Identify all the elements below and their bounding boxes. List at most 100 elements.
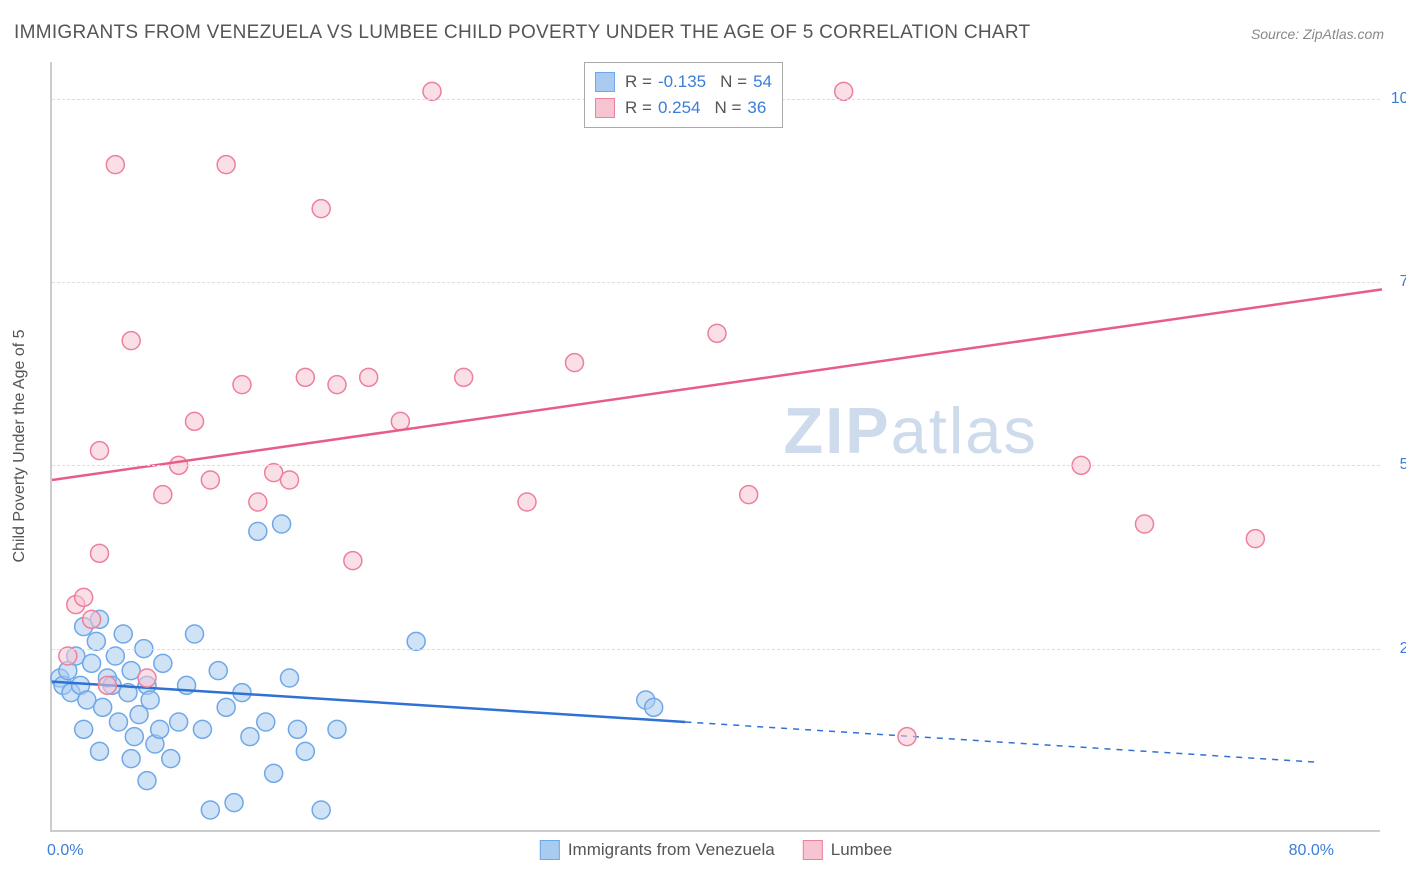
scatter-point bbox=[241, 728, 259, 746]
scatter-point bbox=[162, 750, 180, 768]
scatter-point bbox=[708, 324, 726, 342]
scatter-point bbox=[186, 625, 204, 643]
scatter-point bbox=[170, 713, 188, 731]
stats-r-value: -0.135 bbox=[658, 72, 706, 92]
legend-label: Lumbee bbox=[831, 840, 892, 860]
scatter-point bbox=[233, 376, 251, 394]
y-axis-label: Child Poverty Under the Age of 5 bbox=[11, 329, 29, 562]
scatter-point bbox=[59, 647, 77, 665]
y-tick-label: 100.0% bbox=[1391, 90, 1406, 108]
scatter-point bbox=[1246, 530, 1264, 548]
scatter-point bbox=[296, 742, 314, 760]
y-tick-label: 25.0% bbox=[1400, 640, 1406, 658]
x-tick-label: 80.0% bbox=[1289, 842, 1334, 860]
stats-n-label: N = bbox=[720, 72, 747, 92]
scatter-point bbox=[83, 610, 101, 628]
stats-n-value: 54 bbox=[753, 72, 772, 92]
scatter-point bbox=[217, 156, 235, 174]
scatter-point bbox=[106, 647, 124, 665]
scatter-point bbox=[154, 486, 172, 504]
scatter-point bbox=[344, 552, 362, 570]
scatter-point bbox=[312, 801, 330, 819]
scatter-point bbox=[110, 713, 128, 731]
scatter-point bbox=[193, 720, 211, 738]
scatter-point bbox=[122, 332, 140, 350]
scatter-point bbox=[186, 412, 204, 430]
stats-n-value: 36 bbox=[747, 98, 766, 118]
scatter-point bbox=[257, 713, 275, 731]
scatter-point bbox=[391, 412, 409, 430]
scatter-point bbox=[455, 368, 473, 386]
scatter-point bbox=[91, 742, 109, 760]
scatter-point bbox=[312, 200, 330, 218]
scatter-point bbox=[288, 720, 306, 738]
legend-item: Immigrants from Venezuela bbox=[540, 840, 775, 860]
legend-swatch bbox=[595, 98, 615, 118]
regression-line-extension bbox=[685, 722, 1318, 762]
scatter-point bbox=[281, 471, 299, 489]
chart-svg bbox=[52, 62, 1380, 830]
scatter-point bbox=[138, 669, 156, 687]
stats-r-value: 0.254 bbox=[658, 98, 701, 118]
source-attribution: Source: ZipAtlas.com bbox=[1251, 26, 1384, 42]
scatter-point bbox=[225, 794, 243, 812]
scatter-point bbox=[566, 354, 584, 372]
scatter-point bbox=[114, 625, 132, 643]
scatter-point bbox=[328, 376, 346, 394]
scatter-point bbox=[91, 442, 109, 460]
grid-line bbox=[52, 282, 1380, 283]
scatter-point bbox=[265, 764, 283, 782]
scatter-point bbox=[518, 493, 536, 511]
legend-swatch bbox=[540, 840, 560, 860]
scatter-point bbox=[423, 82, 441, 100]
stats-legend: R =-0.135N =54R =0.254N =36 bbox=[584, 62, 783, 128]
legend-label: Immigrants from Venezuela bbox=[568, 840, 775, 860]
scatter-point bbox=[360, 368, 378, 386]
bottom-legend: Immigrants from Venezuela Lumbee bbox=[540, 840, 892, 860]
scatter-point bbox=[273, 515, 291, 533]
chart-container: IMMIGRANTS FROM VENEZUELA VS LUMBEE CHIL… bbox=[0, 0, 1406, 892]
scatter-point bbox=[296, 368, 314, 386]
legend-swatch bbox=[595, 72, 615, 92]
scatter-point bbox=[201, 801, 219, 819]
y-tick-label: 75.0% bbox=[1400, 273, 1406, 291]
scatter-point bbox=[122, 750, 140, 768]
scatter-point bbox=[328, 720, 346, 738]
scatter-point bbox=[249, 493, 267, 511]
scatter-point bbox=[125, 728, 143, 746]
stats-r-label: R = bbox=[625, 72, 652, 92]
scatter-point bbox=[1136, 515, 1154, 533]
scatter-point bbox=[217, 698, 235, 716]
y-tick-label: 50.0% bbox=[1400, 456, 1406, 474]
scatter-point bbox=[98, 676, 116, 694]
scatter-point bbox=[87, 632, 105, 650]
scatter-point bbox=[249, 522, 267, 540]
scatter-point bbox=[645, 698, 663, 716]
grid-line bbox=[52, 465, 1380, 466]
scatter-point bbox=[141, 691, 159, 709]
stats-row: R = 0.254 N = 36 bbox=[595, 95, 772, 121]
scatter-point bbox=[138, 772, 156, 790]
scatter-point bbox=[201, 471, 219, 489]
chart-title: IMMIGRANTS FROM VENEZUELA VS LUMBEE CHIL… bbox=[14, 22, 1030, 44]
scatter-point bbox=[83, 654, 101, 672]
scatter-point bbox=[898, 728, 916, 746]
scatter-point bbox=[75, 588, 93, 606]
stats-row: R = -0.135 N = 54 bbox=[595, 69, 772, 95]
scatter-point bbox=[94, 698, 112, 716]
scatter-point bbox=[151, 720, 169, 738]
scatter-point bbox=[75, 720, 93, 738]
x-tick-label: 0.0% bbox=[47, 842, 83, 860]
stats-n-label: N = bbox=[714, 98, 741, 118]
legend-item: Lumbee bbox=[803, 840, 892, 860]
scatter-point bbox=[835, 82, 853, 100]
scatter-point bbox=[154, 654, 172, 672]
scatter-point bbox=[281, 669, 299, 687]
stats-r-label: R = bbox=[625, 98, 652, 118]
grid-line bbox=[52, 649, 1380, 650]
plot-area: 25.0%50.0%75.0%100.0%0.0%80.0%ZIPatlasR … bbox=[50, 62, 1380, 832]
legend-swatch bbox=[803, 840, 823, 860]
scatter-point bbox=[91, 544, 109, 562]
scatter-point bbox=[209, 662, 227, 680]
scatter-point bbox=[106, 156, 124, 174]
